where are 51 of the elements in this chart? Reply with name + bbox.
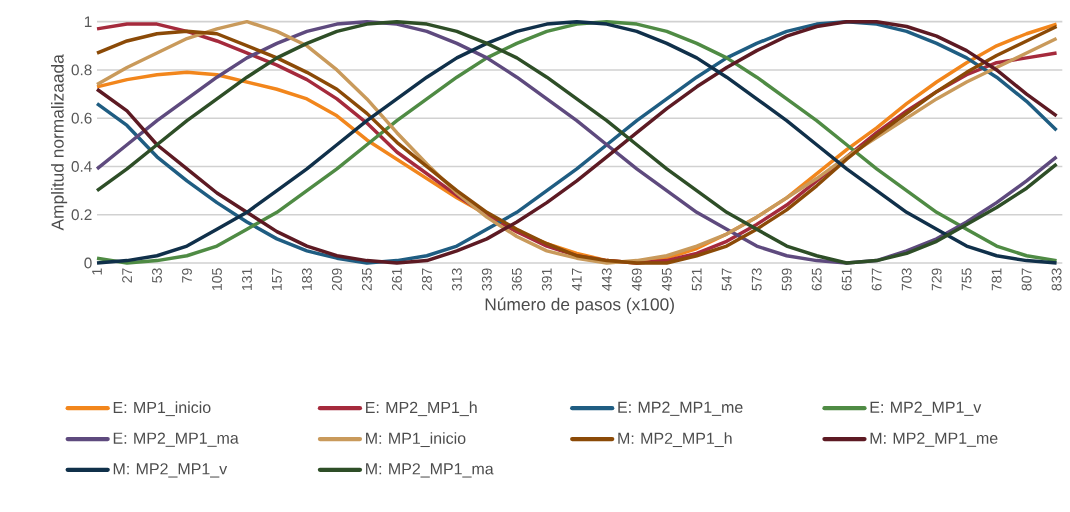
legend-label: M: MP2_MP1_h xyxy=(618,432,732,448)
legend-label: E: MP2_MP1_me xyxy=(618,401,743,416)
y-tick-label: 1 xyxy=(84,16,92,27)
x-tick-label: 391 xyxy=(541,268,552,291)
x-tick-label: 729 xyxy=(931,268,942,291)
y-tick-label: 0.6 xyxy=(71,112,92,124)
x-tick-label: 521 xyxy=(691,268,702,291)
x-tick-label: 703 xyxy=(901,268,912,291)
x-tick-label: 53 xyxy=(152,268,162,283)
y-tick-label: 0 xyxy=(84,257,92,269)
x-tick-label: 261 xyxy=(391,268,402,291)
x-tick-label: 183 xyxy=(301,268,312,291)
x-tick-label: 235 xyxy=(361,268,372,291)
x-tick-label: 677 xyxy=(871,268,882,291)
x-tick-label: 469 xyxy=(631,268,642,291)
legend-label: E: MP1_inicio xyxy=(113,401,211,417)
x-tick-label: 131 xyxy=(241,268,252,291)
x-tick-label: 157 xyxy=(272,268,282,291)
x-tick-label: 547 xyxy=(721,268,732,291)
x-tick-label: 573 xyxy=(751,268,762,291)
legend-label: M: MP2_MP1_me xyxy=(870,432,998,447)
x-tick-label: 417 xyxy=(571,268,582,291)
legend-label: E: MP2_MP1_h xyxy=(366,401,477,417)
x-tick-label: 443 xyxy=(601,268,612,291)
x-tick-label: 781 xyxy=(991,268,1002,291)
x-tick-label: 105 xyxy=(212,268,222,291)
x-tick-label: 287 xyxy=(421,268,432,291)
x-tick-label: 807 xyxy=(1021,268,1032,291)
x-tick-label: 339 xyxy=(481,268,492,291)
y-tick-label: 0.4 xyxy=(71,161,92,172)
legend-label: E: MP2_MP1_ma xyxy=(113,432,239,447)
x-tick-label: 313 xyxy=(451,268,462,291)
legend-label: M: MP2_MP1_ma xyxy=(366,463,494,478)
x-axis-title: Número de pasos (x100) xyxy=(485,297,674,314)
x-tick-label: 1 xyxy=(92,268,102,275)
x-tick-label: 625 xyxy=(811,268,822,291)
x-tick-label: 209 xyxy=(331,268,342,291)
x-tick-label: 365 xyxy=(511,268,522,291)
y-tick-label: 0.8 xyxy=(71,64,92,76)
x-tick-label: 495 xyxy=(661,268,672,291)
x-tick-label: 651 xyxy=(841,268,852,291)
x-tick-label: 755 xyxy=(961,268,972,291)
legend-label: M: MP2_MP1_v xyxy=(113,463,228,478)
x-tick-label: 599 xyxy=(781,268,792,291)
x-tick-label: 27 xyxy=(122,268,132,283)
x-tick-label: 79 xyxy=(182,268,192,283)
y-axis-title: Amplitud normalizaada xyxy=(51,54,68,231)
legend-label: M: MP1_inicio xyxy=(366,432,466,448)
y-tick-label: 0.2 xyxy=(71,209,92,221)
x-tick-label: 833 xyxy=(1051,268,1062,291)
legend-label: E: MP2_MP1_v xyxy=(870,401,982,416)
